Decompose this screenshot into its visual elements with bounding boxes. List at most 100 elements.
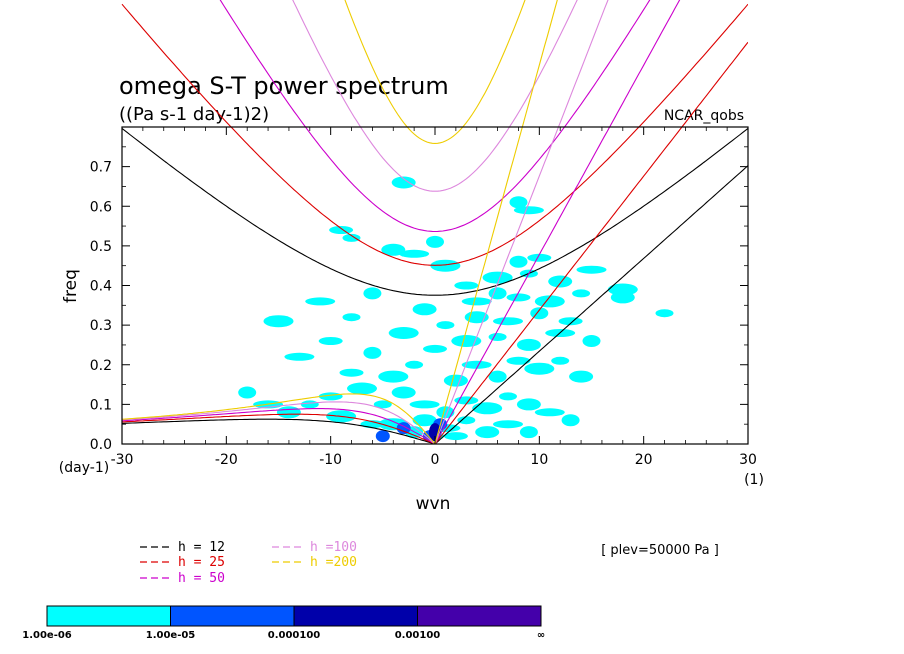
dataset-label: NCAR_qobs — [664, 108, 744, 124]
power-region — [329, 226, 354, 234]
power-region — [607, 283, 638, 296]
kelvin-curve — [434, 0, 609, 445]
power-region — [461, 360, 492, 369]
power-region — [506, 293, 531, 302]
power-region — [339, 368, 364, 377]
power-region — [461, 297, 492, 306]
kelvin-curve — [434, 0, 558, 445]
power-region — [363, 346, 382, 359]
chart-subtitle: ((Pa s-1 day-1)2) — [119, 104, 269, 125]
power-region — [375, 430, 390, 443]
legend-label: h =200 — [310, 555, 357, 570]
power-region — [423, 344, 447, 353]
inertia-gravity-curve — [121, 3, 748, 266]
power-region — [276, 406, 301, 419]
inertia-gravity-curve — [344, 0, 526, 144]
colorbar: 1.00e-06 1.00e-05 0.000100 0.00100 ∞ — [22, 605, 545, 641]
inertia-gravity-curve — [219, 0, 651, 233]
power-region — [412, 414, 437, 427]
power-region — [430, 259, 461, 272]
y-tick-label: 0.3 — [90, 318, 112, 334]
power-region — [305, 297, 336, 306]
power-region — [347, 382, 377, 395]
power-region — [381, 243, 406, 256]
power-region — [499, 392, 517, 401]
y-axis-label: freq — [61, 269, 81, 303]
inertia-gravity-curve — [121, 127, 748, 296]
y-tick-label: 0.2 — [90, 358, 112, 374]
power-region — [524, 362, 555, 375]
plot-frame — [121, 126, 749, 445]
power-region — [443, 432, 468, 441]
power-region — [509, 196, 528, 209]
colorbar-swatch — [170, 605, 295, 627]
kelvin-curve — [434, 165, 748, 445]
colorbar-swatch — [417, 605, 542, 627]
power-region — [409, 400, 440, 409]
power-region — [378, 370, 409, 383]
power-region — [582, 335, 601, 347]
power-region — [388, 327, 419, 339]
power-region — [472, 402, 503, 415]
rossby-curve — [121, 413, 436, 445]
power-region — [373, 400, 392, 409]
colorbar-label: 1.00e-06 — [22, 630, 72, 641]
rossby-curve — [121, 418, 436, 445]
colorbar-swatch — [293, 605, 418, 627]
x-tick-label: -20 — [215, 452, 238, 468]
power-region — [569, 370, 594, 383]
x-tick-label: 0 — [431, 452, 440, 468]
rossby-curve — [121, 408, 436, 445]
y-tick-label: 0.0 — [90, 437, 112, 453]
power-region — [572, 289, 591, 298]
colorbar-label: ∞ — [537, 630, 545, 641]
power-region — [436, 321, 455, 330]
power-region — [300, 400, 319, 409]
power-region — [488, 333, 507, 341]
power-region — [412, 303, 437, 316]
power-region — [576, 265, 607, 274]
power-region — [509, 255, 528, 268]
legend-label: h = 12 — [178, 540, 225, 555]
inertia-gravity-curve — [292, 0, 578, 192]
power-region — [391, 386, 416, 399]
power-region — [443, 374, 468, 387]
power-region — [513, 206, 544, 215]
colorbar-label: 0.00100 — [395, 630, 441, 641]
legend-label: h = 25 — [178, 555, 225, 570]
rossby-curve — [121, 393, 436, 445]
power-region — [519, 426, 538, 439]
power-region — [363, 287, 382, 300]
x-tick-label: 20 — [635, 452, 653, 468]
colorbar-label: 0.000100 — [268, 630, 321, 641]
power-region — [516, 398, 541, 411]
rossby-curve — [121, 401, 436, 445]
y-unit-label: (day-1) — [59, 460, 109, 476]
power-region — [342, 233, 361, 242]
x-tick-label: -30 — [111, 452, 134, 468]
power-region — [534, 295, 565, 308]
x-axis-label: wvn — [416, 494, 451, 514]
power-region — [488, 370, 507, 383]
kelvin-curve — [434, 0, 681, 445]
dispersion-curves — [121, 0, 748, 445]
power-region — [426, 235, 444, 248]
x-tick-label: -10 — [319, 452, 342, 468]
y-tick-label: 0.1 — [90, 397, 112, 413]
power-region — [284, 352, 315, 361]
power-region — [488, 287, 507, 300]
power-region — [238, 386, 257, 399]
power-region — [482, 271, 513, 284]
x-tick-label: 30 — [739, 452, 757, 468]
power-region — [527, 253, 552, 262]
power-region — [457, 416, 476, 425]
power-region — [399, 249, 430, 258]
power-region — [318, 337, 343, 345]
power-region — [655, 309, 674, 318]
power-region — [558, 317, 583, 326]
power-region — [516, 338, 541, 351]
power-region — [493, 420, 523, 429]
legend-label: h =100 — [310, 540, 357, 555]
